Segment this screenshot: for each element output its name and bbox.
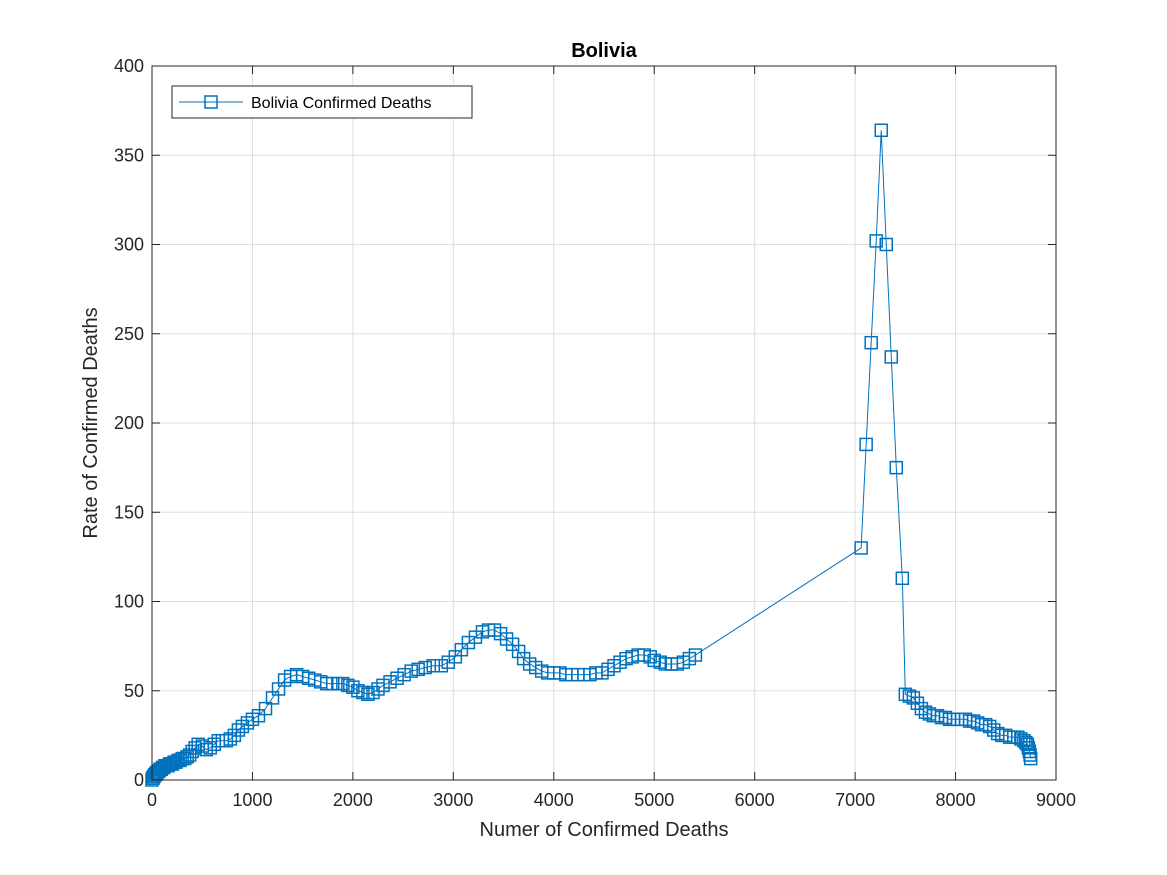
data-point-marker bbox=[351, 684, 365, 698]
data-point-marker bbox=[188, 741, 202, 755]
data-point-marker bbox=[434, 659, 449, 673]
legend-series-label: Bolivia Confirmed Deaths bbox=[251, 95, 432, 112]
data-point-marker bbox=[231, 723, 246, 737]
y-tick-label: 100 bbox=[114, 592, 144, 612]
data-point-marker bbox=[898, 687, 913, 702]
data-point-marker bbox=[854, 541, 868, 555]
data-point-marker bbox=[356, 685, 370, 700]
data-point-marker bbox=[376, 678, 390, 693]
data-point-marker bbox=[869, 234, 883, 248]
data-point-marker bbox=[223, 732, 238, 746]
x-tick-label: 5000 bbox=[634, 790, 674, 810]
data-point-marker bbox=[653, 655, 667, 669]
data-point-marker bbox=[177, 751, 192, 766]
data-point-marker bbox=[366, 685, 380, 700]
x-tick-label: 4000 bbox=[534, 790, 574, 810]
data-point-marker bbox=[426, 659, 440, 673]
data-point-marker bbox=[1021, 741, 1036, 755]
data-point-marker bbox=[404, 664, 418, 678]
data-point-marker bbox=[874, 123, 888, 138]
data-point-marker bbox=[864, 335, 878, 350]
data-point-marker bbox=[879, 237, 893, 252]
data-point-marker bbox=[235, 719, 250, 734]
x-tick-label: 2000 bbox=[333, 790, 373, 810]
x-tick-label: 3000 bbox=[433, 790, 473, 810]
data-point-marker bbox=[418, 660, 432, 675]
data-point-marker bbox=[889, 460, 904, 475]
data-point-marker bbox=[411, 662, 425, 677]
axes: 0 1000 2000 3000 4000 5000 6000 7000 8000 9000 0 50… bbox=[114, 56, 1076, 810]
chart-title: Bolivia bbox=[571, 40, 637, 62]
x-tick-label: 8000 bbox=[936, 790, 976, 810]
data-point-marker bbox=[336, 676, 350, 691]
y-tick-label: 150 bbox=[114, 502, 144, 522]
data-point-marker bbox=[688, 648, 703, 662]
data-point-marker bbox=[240, 716, 255, 730]
y-tick-label: 400 bbox=[114, 56, 144, 76]
x-tick-label: 9000 bbox=[1036, 790, 1076, 810]
data-point-marker bbox=[895, 571, 910, 586]
y-tick-label: 200 bbox=[114, 413, 144, 433]
data-point-marker bbox=[397, 667, 411, 682]
series-layer bbox=[145, 123, 1038, 787]
x-tick-label: 0 bbox=[147, 790, 157, 810]
data-point-marker bbox=[251, 708, 266, 723]
x-tick-label: 6000 bbox=[735, 790, 775, 810]
data-point-marker bbox=[258, 701, 273, 716]
data-point-marker bbox=[390, 671, 404, 686]
y-tick-label: 0 bbox=[134, 770, 144, 790]
y-tick-label: 250 bbox=[114, 324, 144, 344]
x-tick-label: 7000 bbox=[835, 790, 875, 810]
data-point-marker bbox=[902, 689, 917, 703]
data-point-marker bbox=[383, 675, 397, 689]
data-point-marker bbox=[884, 350, 899, 364]
data-point-marker bbox=[1023, 751, 1038, 766]
y-tick-label: 50 bbox=[124, 681, 144, 701]
y-axis-label: Rate of Confirmed Deaths bbox=[80, 307, 102, 538]
x-tick-label: 1000 bbox=[232, 790, 272, 810]
data-point-marker bbox=[371, 682, 385, 696]
data-point-marker bbox=[1020, 737, 1035, 752]
data-point-marker bbox=[511, 644, 526, 659]
data-point-marker bbox=[982, 719, 997, 734]
data-point-marker bbox=[203, 741, 218, 755]
data-point-marker bbox=[859, 437, 873, 452]
y-tick-label: 350 bbox=[114, 145, 144, 165]
legend[interactable]: Bolivia Confirmed Deaths bbox=[171, 85, 473, 119]
x-axis-label: Numer of Confirmed Deaths bbox=[480, 819, 729, 841]
legend-marker-square bbox=[204, 95, 218, 109]
y-tick-label: 300 bbox=[114, 235, 144, 255]
data-point-marker bbox=[454, 642, 469, 657]
